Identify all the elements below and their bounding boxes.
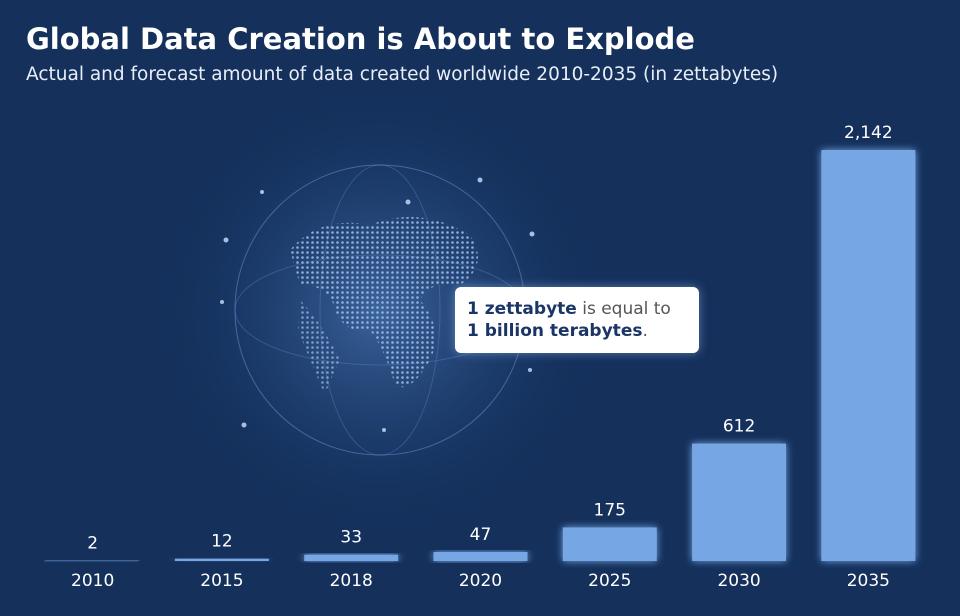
- bar: [692, 443, 787, 561]
- x-tick-label: 2015: [200, 571, 243, 591]
- bar: [562, 527, 657, 561]
- annotation-bold: 1 billion terabytes: [467, 321, 643, 341]
- annotation-bold: 1 zettabyte: [467, 299, 577, 319]
- value-label: 612: [723, 417, 755, 437]
- x-tick-label: 2025: [588, 571, 631, 591]
- annotation-text: .: [642, 321, 648, 341]
- x-tick-label: 2020: [459, 571, 502, 591]
- bar: [174, 558, 269, 561]
- chart-title: Global Data Creation is About to Explode: [26, 22, 695, 56]
- value-label: 175: [594, 500, 626, 520]
- bar: [821, 150, 916, 561]
- x-tick-label: 2030: [717, 571, 760, 591]
- globe-decoration: [150, 80, 610, 540]
- value-label: 2,142: [844, 123, 893, 143]
- bar: [304, 554, 399, 561]
- x-tick-label: 2018: [330, 571, 373, 591]
- annotation-box: 1 zettabyte is equal to 1 billion teraby…: [455, 287, 699, 353]
- annotation-text: is equal to: [582, 299, 671, 319]
- x-tick-label: 2035: [847, 571, 890, 591]
- value-label: 47: [470, 525, 492, 545]
- value-label: 12: [211, 532, 233, 552]
- chart-subtitle: Actual and forecast amount of data creat…: [26, 64, 779, 85]
- x-tick-label: 2010: [71, 571, 114, 591]
- value-label: 2: [87, 534, 98, 554]
- value-label: 33: [340, 528, 362, 548]
- bar: [433, 551, 528, 561]
